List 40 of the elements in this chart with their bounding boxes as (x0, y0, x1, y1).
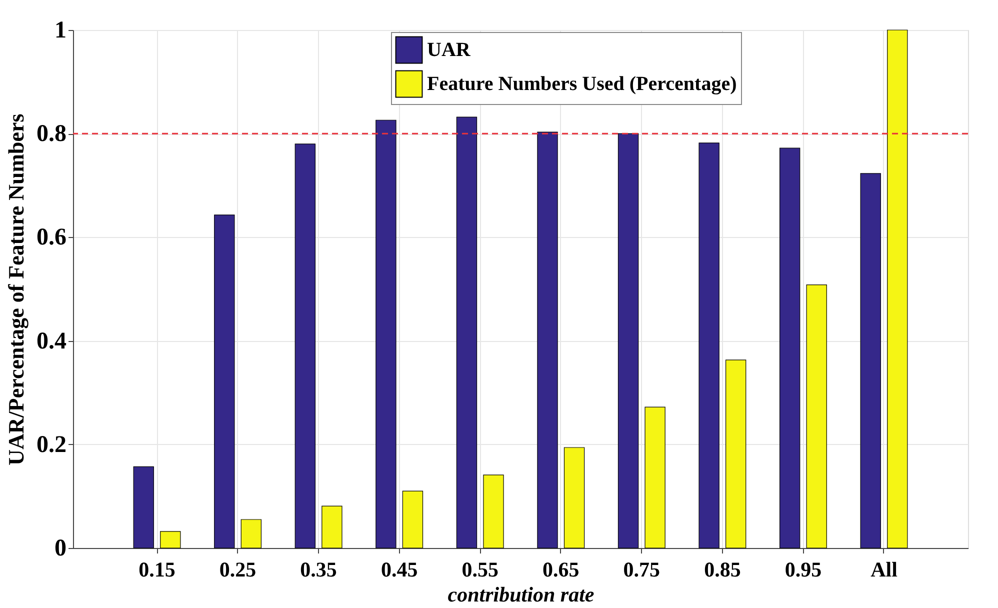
bar (806, 284, 827, 548)
bar (887, 30, 908, 548)
y-tick-label: 0 (54, 536, 66, 562)
legend-label: Feature Numbers Used (Percentage) (427, 73, 737, 95)
bar (456, 116, 478, 548)
x-tick-label: 0.85 (704, 558, 741, 582)
bar (483, 474, 504, 548)
y-tick-label: 0.2 (36, 432, 66, 458)
x-tick-label: 0.95 (784, 558, 822, 582)
bar (402, 490, 424, 548)
x-axis-title: contribution rate (448, 582, 594, 606)
bar (376, 120, 396, 548)
bar (644, 406, 666, 548)
bar (160, 531, 181, 548)
bar (294, 144, 316, 548)
bar (322, 506, 342, 548)
x-tick-label: 0.25 (219, 558, 256, 582)
legend-label: UAR (427, 39, 471, 61)
x-tick-label: 0.65 (542, 558, 580, 582)
bar (779, 148, 800, 548)
bar (618, 133, 639, 548)
y-tick-label: 0.8 (36, 121, 66, 148)
x-tick-label: 0.45 (380, 558, 418, 582)
bar (698, 142, 720, 548)
bar (564, 447, 585, 548)
bar (133, 466, 154, 548)
x-tick-label: All (870, 558, 898, 582)
bar (537, 132, 558, 548)
bar (214, 214, 235, 548)
x-tick-label: 0.55 (462, 558, 498, 582)
y-tick-label: 0.6 (36, 224, 66, 251)
y-tick-label: 1 (54, 18, 66, 44)
x-tick-label: 0.15 (138, 558, 176, 582)
x-tick-label: 0.35 (300, 558, 337, 582)
bar (725, 360, 746, 548)
x-tick-label: 0.75 (623, 558, 660, 582)
bar (240, 519, 262, 548)
bar (860, 173, 881, 548)
y-tick-label: 0.4 (36, 328, 66, 354)
y-axis-title: UAR/Percentage of Feature Numbers (4, 113, 28, 466)
